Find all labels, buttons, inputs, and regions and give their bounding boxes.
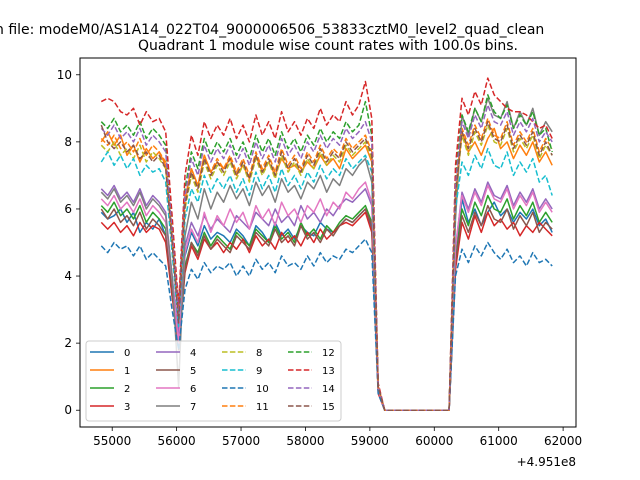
legend-label: 4 <box>190 348 196 359</box>
x-axis: 55000 56000 57000 58000 59000 60000 61000 62000 <box>93 427 582 448</box>
legend-label: 3 <box>124 402 130 413</box>
y-tick-label: 10 <box>57 68 72 82</box>
y-tick-label: 6 <box>64 202 72 216</box>
series-line-13 <box>100 77 553 411</box>
series-line-6 <box>100 181 553 411</box>
y-tick-label: 8 <box>64 135 72 149</box>
series-line-10 <box>100 238 553 411</box>
legend-label: 6 <box>190 384 196 395</box>
x-tick-label: 62000 <box>544 434 582 448</box>
legend-label: 14 <box>322 384 335 395</box>
y-tick-label: 0 <box>64 403 72 417</box>
x-tick-label: 56000 <box>158 434 196 448</box>
series-line-11 <box>100 117 553 411</box>
legend-label: 9 <box>256 366 262 377</box>
legend-label: 7 <box>190 402 196 413</box>
legend-box <box>85 340 342 422</box>
series-line-15 <box>100 120 553 411</box>
chart-title: Quadrant 1 module wise count rates with … <box>138 38 518 54</box>
legend-label: 12 <box>322 348 335 359</box>
x-tick-label: 58000 <box>286 434 324 448</box>
y-tick-label: 2 <box>64 336 72 350</box>
legend-label: 11 <box>256 402 269 413</box>
series-line-14 <box>100 104 553 411</box>
y-tick-label: 4 <box>64 269 72 283</box>
legend-label: 8 <box>256 348 262 359</box>
x-tick-label: 61000 <box>480 434 518 448</box>
series-line-9 <box>100 147 553 411</box>
x-tick-label: 57000 <box>222 434 260 448</box>
legend-label: 15 <box>322 402 335 413</box>
series-line-5 <box>100 204 553 411</box>
legend-label: 0 <box>124 348 130 359</box>
axes-frame <box>79 57 577 428</box>
x-tick-label: 55000 <box>93 434 131 448</box>
legend-label: 2 <box>124 384 130 395</box>
x-tick-label: 59000 <box>351 434 389 448</box>
x-axis-offset-label: +4.951e8 <box>517 455 576 469</box>
y-axis: 0 2 4 6 8 10 <box>57 68 80 417</box>
legend-label: 5 <box>190 366 196 377</box>
x-tick-label: 60000 <box>415 434 453 448</box>
legend-label: 10 <box>256 384 269 395</box>
plot-area <box>100 77 553 411</box>
legend-label: 13 <box>322 366 335 377</box>
legend-label: 1 <box>124 366 130 377</box>
figure-suptitle: n file: modeM0/AS1A14_022T04_9000006506_… <box>0 22 544 38</box>
